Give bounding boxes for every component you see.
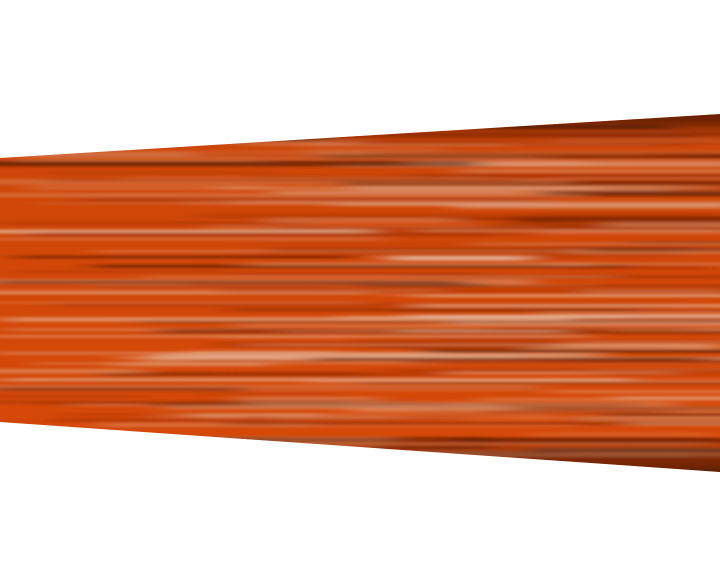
band-edge-shading [0,114,720,472]
texture-band [0,114,720,472]
